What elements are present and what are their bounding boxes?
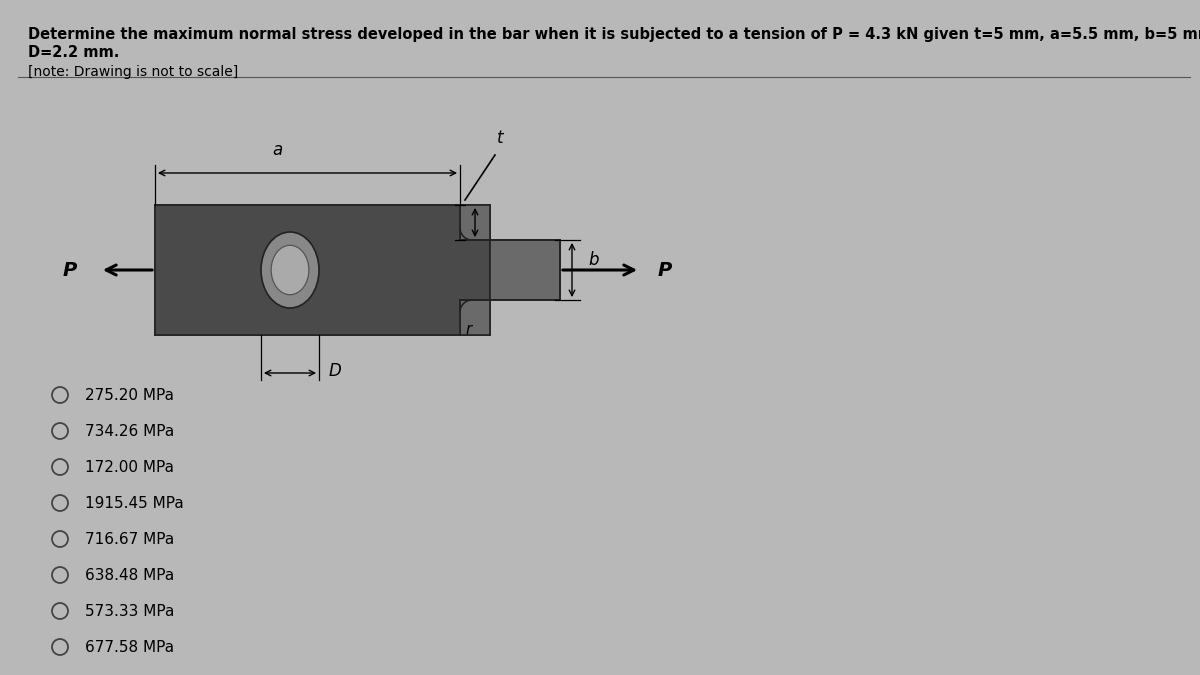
Text: r: r (466, 322, 472, 337)
Text: P: P (62, 261, 77, 279)
Text: 275.20 MPa: 275.20 MPa (85, 387, 174, 402)
Text: b: b (588, 251, 599, 269)
Text: 1915.45 MPa: 1915.45 MPa (85, 495, 184, 510)
Text: 172.00 MPa: 172.00 MPa (85, 460, 174, 475)
Text: a: a (272, 141, 283, 159)
Text: Determine the maximum normal stress developed in the bar when it is subjected to: Determine the maximum normal stress deve… (28, 27, 1200, 42)
Text: D=2.2 mm.: D=2.2 mm. (28, 45, 119, 60)
Text: 677.58 MPa: 677.58 MPa (85, 639, 174, 655)
Text: P: P (658, 261, 672, 279)
Text: 573.33 MPa: 573.33 MPa (85, 603, 174, 618)
Text: 734.26 MPa: 734.26 MPa (85, 423, 174, 439)
Ellipse shape (262, 232, 319, 308)
Text: 716.67 MPa: 716.67 MPa (85, 531, 174, 547)
Polygon shape (460, 205, 560, 335)
Bar (155, 205, 490, 335)
Bar (155, 205, 460, 335)
Text: D: D (329, 362, 342, 380)
Ellipse shape (271, 245, 308, 295)
Text: [note: Drawing is not to scale]: [note: Drawing is not to scale] (28, 65, 239, 79)
Text: 638.48 MPa: 638.48 MPa (85, 568, 174, 583)
Text: t: t (497, 129, 504, 147)
